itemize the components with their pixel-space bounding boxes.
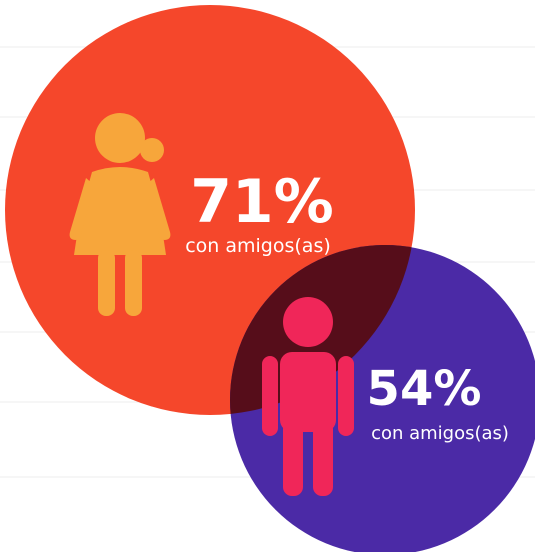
girls-percent: 71% bbox=[190, 167, 334, 237]
girl-icon bbox=[69, 113, 171, 316]
boy-icon bbox=[262, 297, 354, 496]
boys-percent: 54% bbox=[367, 361, 482, 417]
boys-caption: con amigos(as) bbox=[371, 423, 509, 444]
girls-caption: con amigos(as) bbox=[185, 235, 331, 257]
